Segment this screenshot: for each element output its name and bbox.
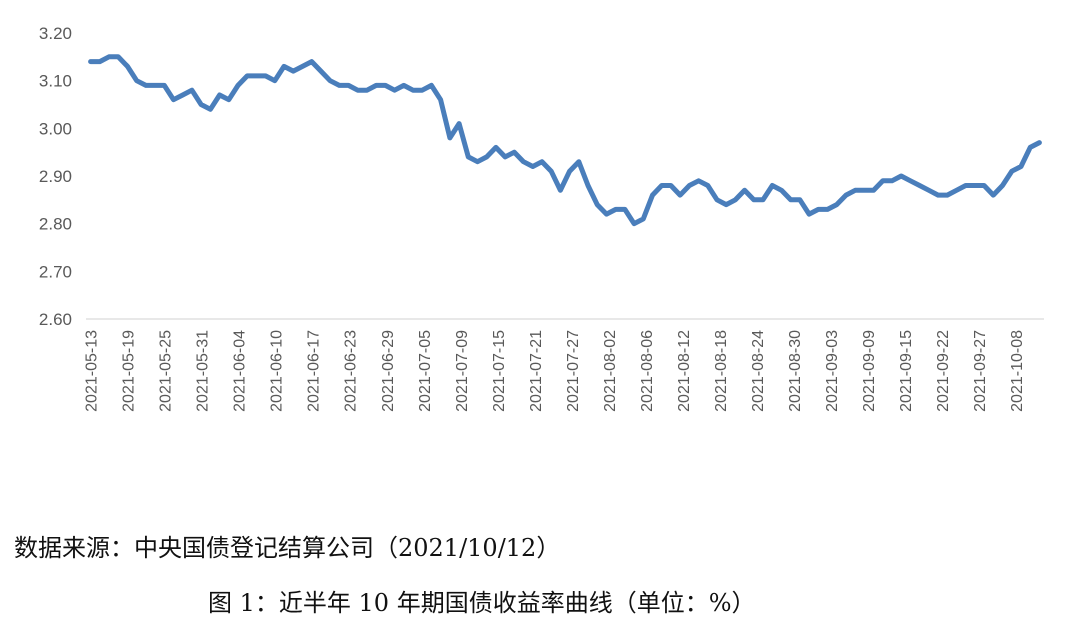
x-tick-label: 2021-09-15 [898, 330, 915, 412]
y-tick-label: 3.20 [39, 24, 72, 43]
yield-series-line [88, 54, 1042, 227]
x-tick-label: 2021-08-06 [639, 330, 656, 412]
x-tick-label: 2021-08-24 [750, 330, 767, 412]
x-tick-label: 2021-07-27 [565, 330, 582, 412]
x-tick-label: 2021-09-27 [972, 330, 989, 412]
y-tick-label: 2.90 [39, 167, 72, 186]
x-tick-label: 2021-07-15 [491, 330, 508, 412]
y-axis: 3.20 3.10 3.00 2.90 2.80 2.70 2.60 [39, 24, 72, 329]
y-tick-label: 3.00 [39, 119, 72, 138]
x-tick-label: 2021-05-25 [158, 330, 175, 412]
x-tick-label: 2021-06-17 [306, 330, 323, 412]
x-tick-label: 2021-05-13 [84, 330, 101, 412]
x-axis: 2021-05-13 2021-05-19 2021-05-25 2021-05-31… [84, 330, 1026, 412]
x-tick-label: 2021-07-05 [417, 330, 434, 412]
x-tick-label: 2021-10-08 [1009, 330, 1026, 412]
x-tick-label: 2021-08-18 [713, 330, 730, 412]
y-tick-label: 2.80 [39, 215, 72, 234]
data-source-note: 数据来源：中央国债登记结算公司（2021/10/12） [14, 534, 561, 562]
yield-line-chart: 3.203.103.002.902.802.702.60 2021-05-13 2… [39, 24, 1044, 412]
x-tick-label: 2021-05-31 [195, 330, 212, 412]
x-tick-label: 2021-08-02 [602, 330, 619, 412]
x-tick-label: 2021-08-12 [676, 330, 693, 412]
x-tick-label: 2021-07-09 [454, 330, 471, 412]
x-tick-label: 2021-06-29 [380, 330, 397, 412]
x-tick-label: 2021-08-30 [787, 330, 804, 412]
x-tick-label: 2021-07-21 [528, 330, 545, 412]
x-tick-label: 2021-06-10 [269, 330, 286, 412]
figure-caption: 图 1：近半年 10 年期国债收益率曲线（单位：%） [208, 589, 756, 617]
x-tick-label: 2021-09-09 [861, 330, 878, 412]
y-tick-label: 2.60 [39, 310, 72, 329]
x-tick-label: 2021-05-19 [121, 330, 138, 412]
y-tick-label: 2.70 [39, 262, 72, 281]
y-tick-label: 3.10 [39, 72, 72, 91]
x-tick-label: 2021-09-22 [935, 330, 952, 412]
series-layer [88, 54, 1042, 227]
x-tick-label: 2021-06-04 [232, 330, 249, 412]
x-tick-label: 2021-09-03 [824, 330, 841, 412]
x-tick-label: 2021-06-23 [343, 330, 360, 412]
